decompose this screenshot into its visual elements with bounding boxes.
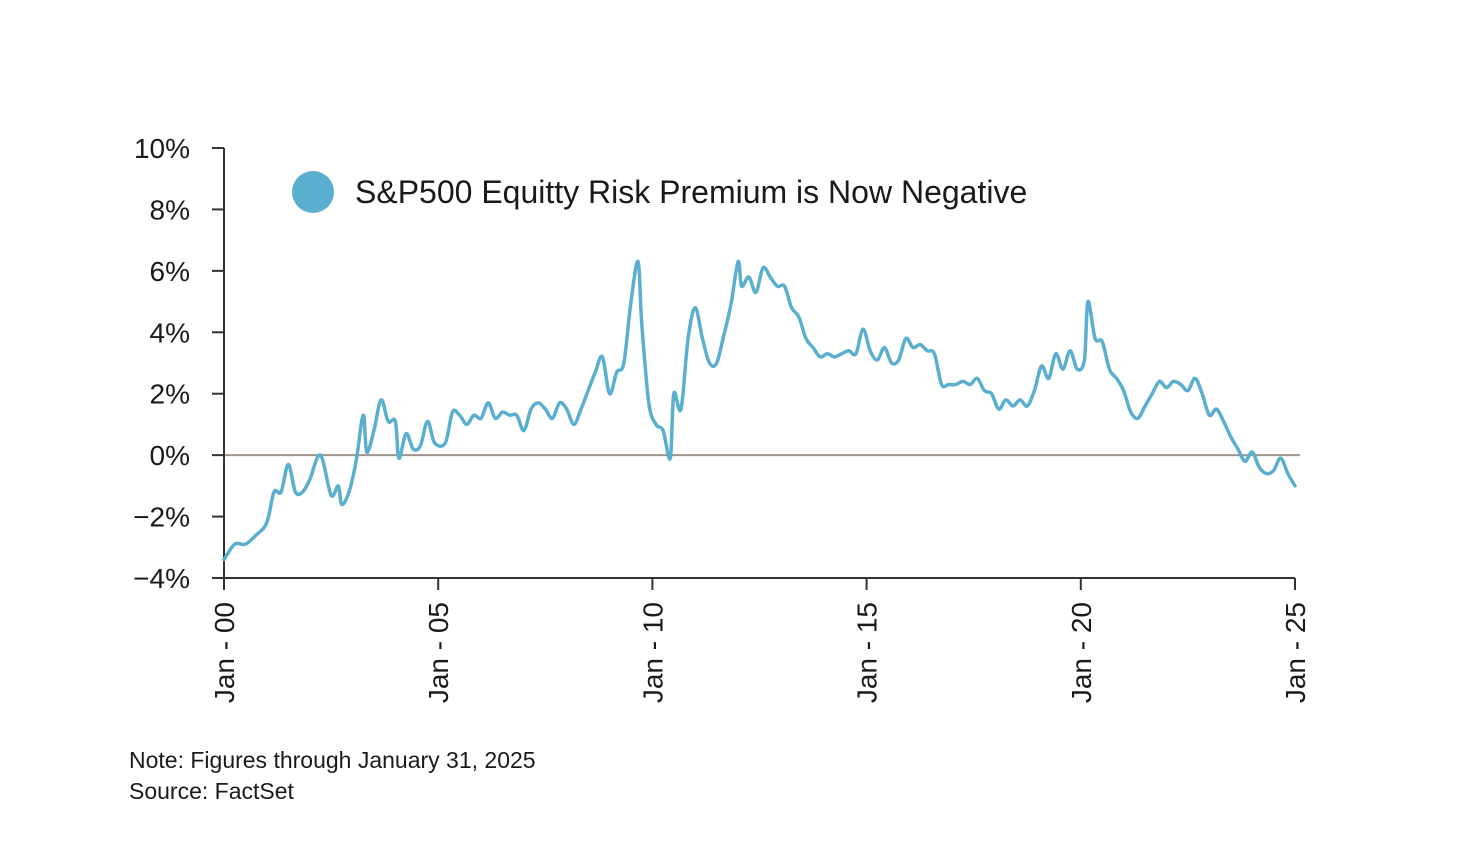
y-tick-label: 6% xyxy=(150,256,190,287)
y-tick-label: 10% xyxy=(134,133,190,164)
note-text: Note: Figures through January 31, 2025 xyxy=(129,747,536,773)
legend: S&P500 Equitty Risk Premium is Now Negat… xyxy=(292,171,1027,213)
y-tick-label: 0% xyxy=(150,440,190,471)
x-tick-label: Jan - 05 xyxy=(423,602,454,703)
y-tick-label: 2% xyxy=(150,379,190,410)
y-axis-ticks: 10% 8% 6% 4% 2% 0% −2% −4% xyxy=(133,133,224,594)
legend-label: S&P500 Equitty Risk Premium is Now Negat… xyxy=(355,174,1027,210)
x-axis-ticks: Jan - 00 Jan - 05 Jan - 10 Jan - 15 Jan - 20… xyxy=(209,578,1311,703)
chart-notes: Note: Figures through January 31, 2025 S… xyxy=(129,745,536,807)
legend-swatch xyxy=(292,171,334,213)
series-line xyxy=(222,259,1297,562)
y-tick-label: −2% xyxy=(133,502,190,533)
x-tick-label: Jan - 25 xyxy=(1280,602,1311,703)
x-tick-label: Jan - 15 xyxy=(852,602,883,703)
y-tick-label: 4% xyxy=(150,317,190,348)
y-tick-label: 8% xyxy=(150,194,190,225)
y-tick-label: −4% xyxy=(133,563,190,594)
source-text: Source: FactSet xyxy=(129,778,294,804)
x-tick-label: Jan - 00 xyxy=(209,602,240,703)
x-tick-label: Jan - 10 xyxy=(637,602,668,703)
x-tick-label: Jan - 20 xyxy=(1066,602,1097,703)
